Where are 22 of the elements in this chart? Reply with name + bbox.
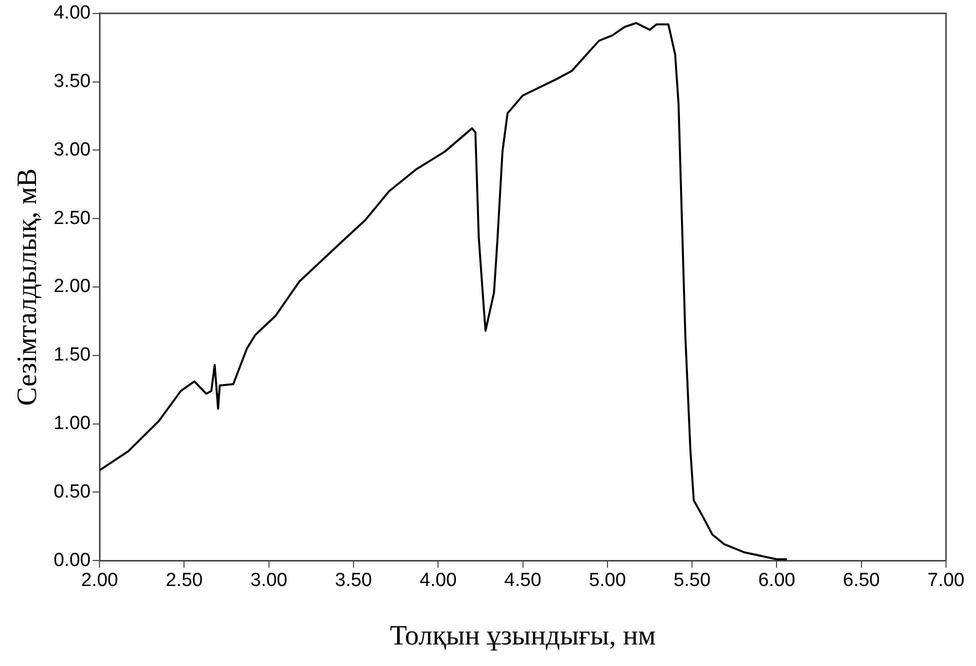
x-tick-label: 2.50 xyxy=(166,570,203,592)
x-tick-label: 3.50 xyxy=(335,570,372,592)
y-tick-label: 4.00 xyxy=(54,2,91,24)
y-tick-label: 0.50 xyxy=(54,481,91,502)
x-tick-label: 6.00 xyxy=(758,570,796,592)
y-axis-title: Сезімталдылық, мВ xyxy=(12,168,44,406)
y-tick-label: 2.00 xyxy=(54,276,91,298)
x-tick-label: 3.00 xyxy=(250,570,288,592)
x-tick-label: 6.50 xyxy=(842,570,880,592)
y-tick-label: 3.50 xyxy=(54,71,91,92)
x-tick-label: 7.00 xyxy=(928,570,964,592)
x-tick-label: 5.00 xyxy=(588,570,626,592)
x-tick-label: 5.50 xyxy=(674,570,711,592)
x-tick-label: 4.50 xyxy=(504,570,542,592)
x-tick-label: 4.00 xyxy=(420,570,457,592)
y-tick-label: 1.50 xyxy=(54,344,91,366)
y-tick-label: 2.50 xyxy=(54,208,91,229)
x-axis-title: Толқын ұзындығы, нм xyxy=(390,620,656,652)
y-tick-label: 0.00 xyxy=(54,550,91,571)
y-tick-label: 1.00 xyxy=(54,413,91,434)
x-tick-label: 2.00 xyxy=(81,570,118,592)
y-tick-label: 3.00 xyxy=(54,139,91,160)
